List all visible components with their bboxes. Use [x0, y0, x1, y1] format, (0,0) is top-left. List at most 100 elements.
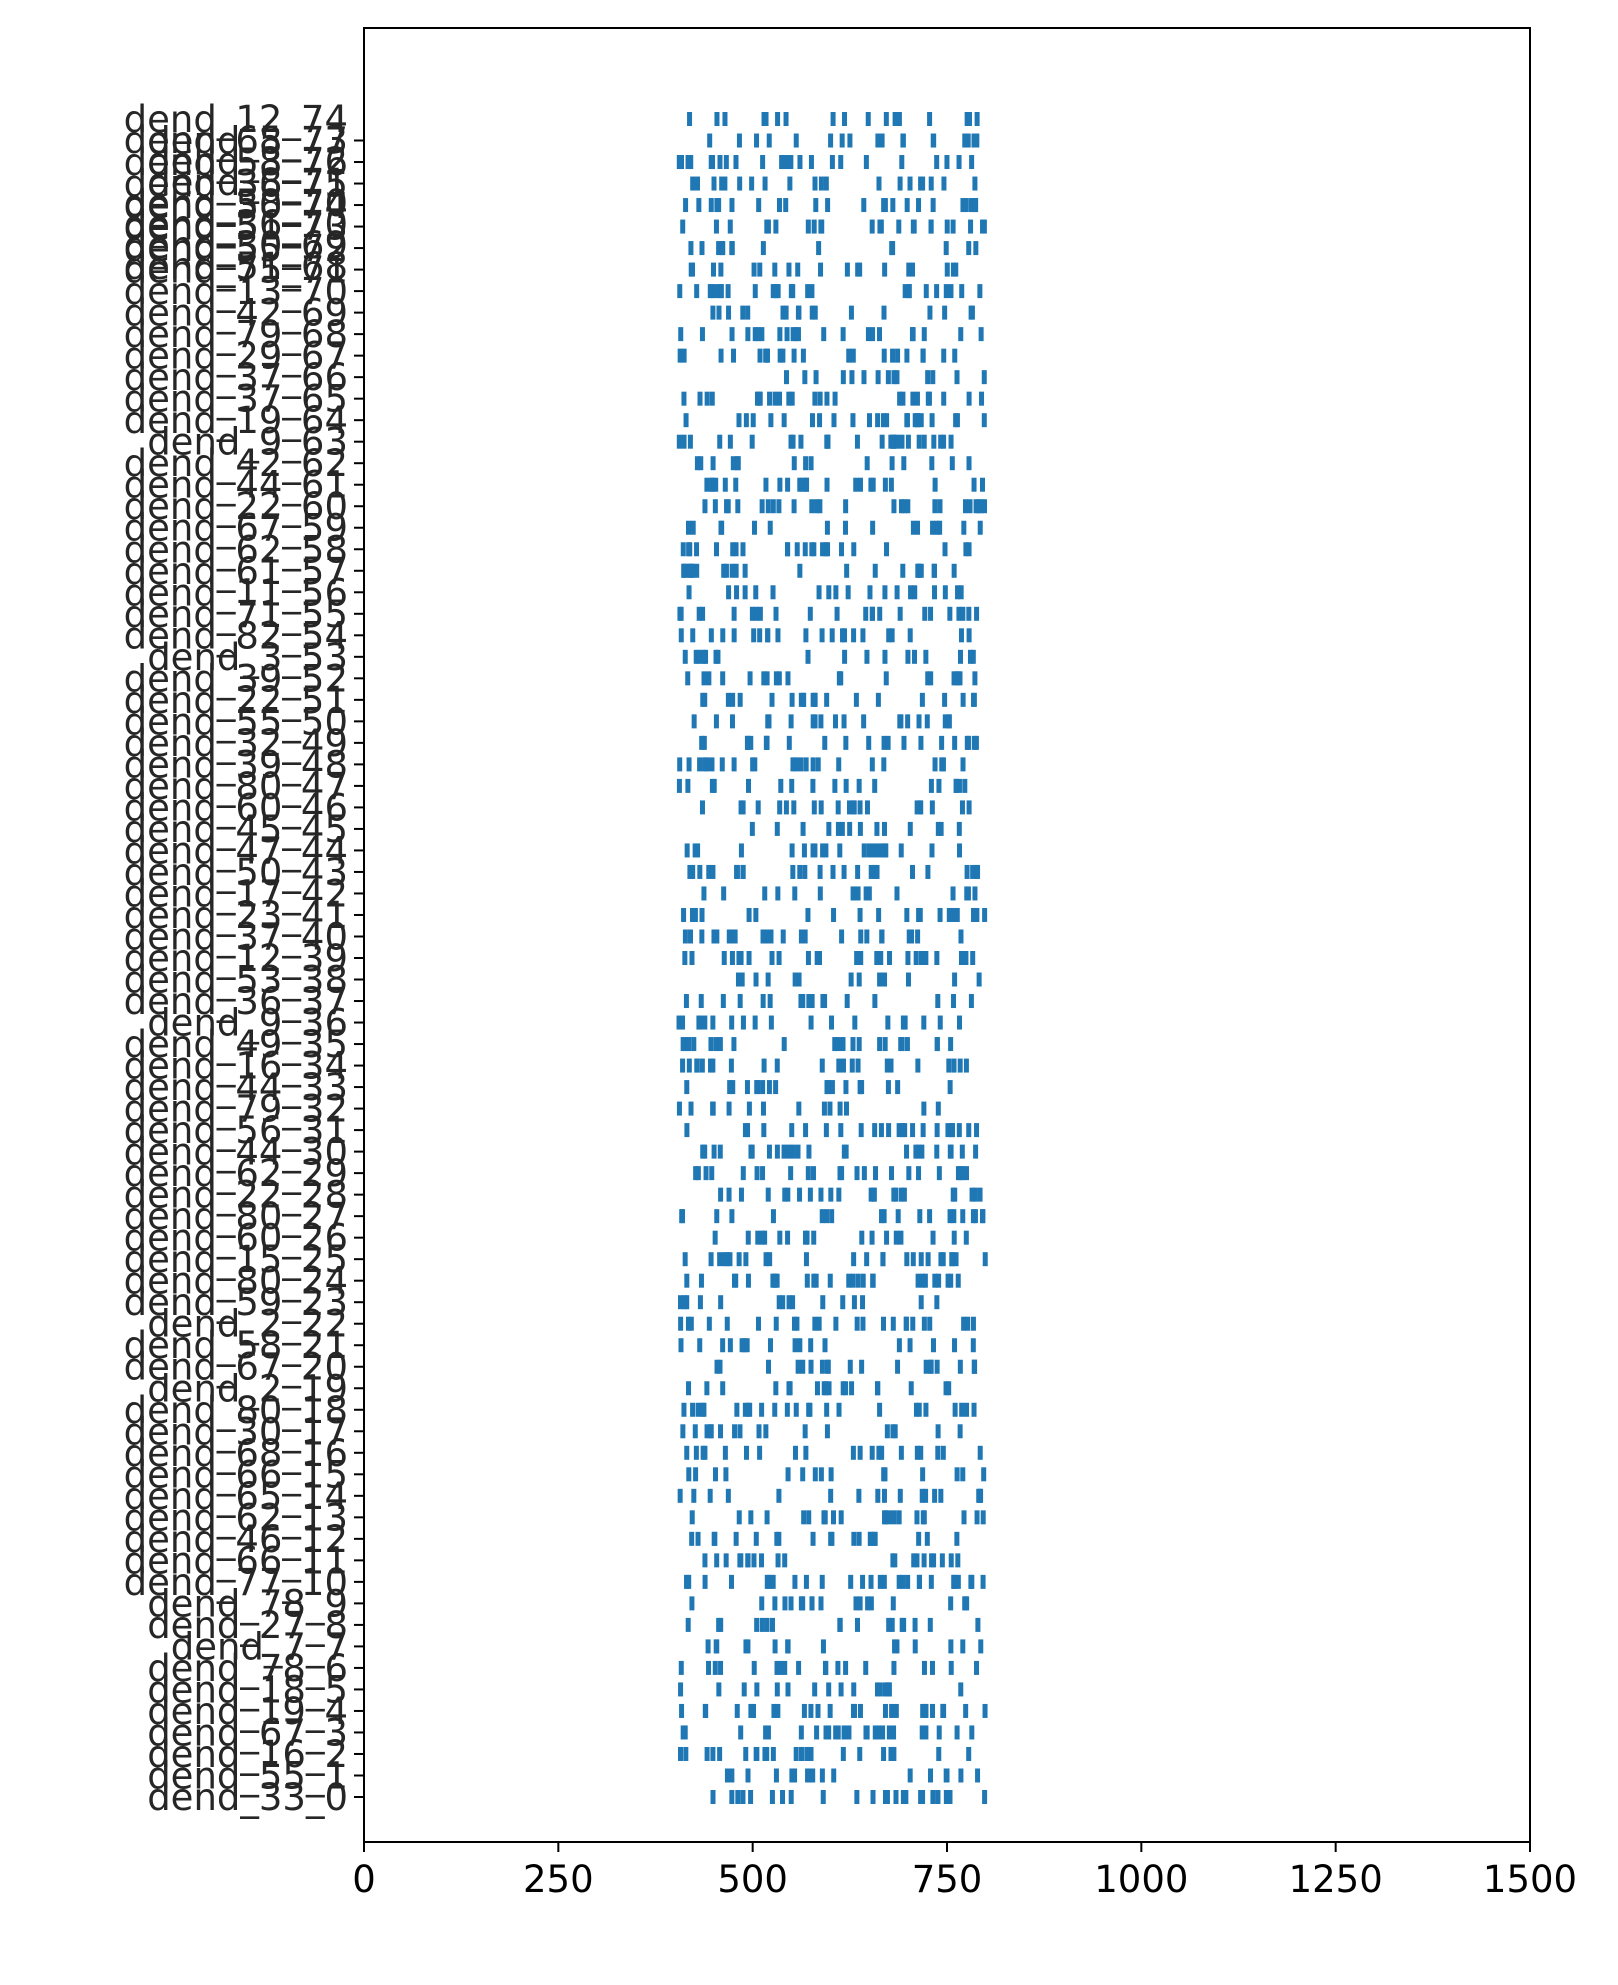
event-tick: [972, 198, 978, 213]
event-tick: [751, 628, 757, 643]
event-tick: [979, 1209, 985, 1224]
event-tick: [931, 434, 937, 449]
event-tick: [970, 951, 976, 965]
y-tick-label-top: dend_51_68: [124, 245, 348, 288]
event-tick: [951, 1058, 957, 1073]
event-tick: [910, 1123, 916, 1138]
event-tick: [851, 1531, 857, 1546]
event-tick: [969, 1187, 975, 1202]
event-tick: [898, 499, 904, 514]
event-tick: [744, 1445, 750, 1460]
event-tick: [710, 1058, 716, 1073]
event-tick: [681, 434, 687, 449]
event-tick: [804, 1746, 810, 1761]
event-tick: [803, 1123, 809, 1138]
event-tick: [824, 520, 830, 535]
event-tick: [828, 133, 834, 148]
event-tick: [895, 1359, 901, 1374]
event-tick: [753, 585, 759, 600]
event-tick: [739, 1338, 745, 1353]
event-tick: [937, 1015, 943, 1030]
event-tick: [840, 1746, 846, 1761]
event-tick: [757, 1445, 763, 1460]
event-tick: [808, 1359, 814, 1374]
y-tick-label: dend_62_58: [124, 528, 348, 571]
event-tick: [780, 348, 786, 363]
event-tick: [882, 1037, 888, 1052]
event-tick: [963, 1166, 969, 1181]
event-tick: [677, 757, 683, 772]
event-tick: [769, 1617, 775, 1632]
event-tick: [810, 843, 816, 858]
y-tick-label: dend_44_61: [124, 464, 348, 507]
event-tick: [777, 800, 783, 815]
event-tick: [765, 628, 771, 643]
event-tick: [842, 649, 848, 664]
event-tick: [676, 1015, 682, 1030]
event-tick: [697, 864, 703, 879]
event-tick: [900, 1790, 906, 1804]
event-tick: [876, 327, 882, 342]
event-tick: [782, 1187, 788, 1202]
event-tick: [910, 391, 916, 406]
event-tick: [928, 1768, 934, 1783]
event-tick: [839, 133, 845, 148]
event-tick: [952, 1338, 958, 1353]
event-tick: [894, 886, 900, 901]
event-tick: [882, 1467, 888, 1482]
event-tick: [947, 1209, 953, 1224]
event-tick: [946, 1381, 952, 1396]
event-tick: [886, 1510, 892, 1525]
event-tick: [676, 1101, 682, 1116]
event-tick: [934, 1295, 940, 1310]
event-tick: [847, 133, 853, 148]
event-tick: [879, 929, 885, 944]
event-tick: [794, 1316, 800, 1331]
event-tick: [804, 1273, 810, 1288]
event-tick: [958, 585, 964, 600]
event-tick: [785, 1187, 791, 1202]
event-tick: [961, 520, 967, 535]
event-tick: [972, 886, 978, 901]
event-tick: [808, 1015, 814, 1030]
event-tick: [919, 1725, 925, 1740]
event-tick: [889, 1166, 895, 1181]
event-tick: [696, 649, 702, 664]
event-tick: [891, 370, 897, 385]
event-tick: [731, 348, 737, 363]
event-tick: [877, 606, 883, 621]
event-tick: [980, 1510, 986, 1525]
event-tick: [706, 1316, 712, 1331]
event-tick: [721, 951, 727, 965]
event-tick: [951, 563, 957, 578]
event-tick: [932, 499, 938, 514]
event-tick: [860, 1316, 866, 1331]
event-tick: [701, 1402, 707, 1417]
event-tick: [741, 1682, 747, 1697]
y-tick-label: dend_47_44: [124, 829, 348, 872]
event-tick: [712, 1531, 718, 1546]
event-tick: [795, 305, 801, 320]
event-tick: [827, 1101, 833, 1116]
event-tick: [784, 370, 790, 385]
event-tick: [882, 649, 888, 664]
event-tick: [808, 1746, 814, 1761]
event-tick: [858, 929, 864, 944]
event-tick: [905, 951, 911, 965]
event-tick: [796, 1101, 802, 1116]
event-tick: [918, 1252, 924, 1267]
event-tick: [864, 456, 870, 471]
event-tick: [797, 155, 803, 170]
event-tick: [802, 929, 808, 944]
event-tick: [847, 1359, 853, 1374]
event-tick: [964, 1596, 970, 1611]
event-tick: [686, 1058, 692, 1073]
event-tick: [939, 735, 945, 750]
event-tick: [810, 1531, 816, 1546]
event-tick: [838, 1682, 844, 1697]
event-tick: [890, 434, 896, 449]
event-tick: [856, 972, 862, 987]
event-tick: [788, 1166, 794, 1181]
event-tick: [798, 994, 804, 1009]
event-tick: [966, 1746, 972, 1761]
